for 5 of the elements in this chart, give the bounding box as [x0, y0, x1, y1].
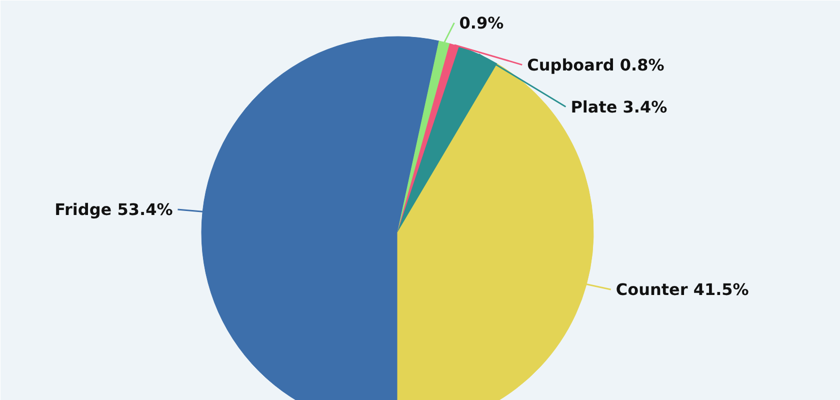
data-label: 0.9% [459, 13, 504, 32]
slice-label: Cupboard 0.8% [527, 55, 664, 74]
slice-label: Counter 41.5% [616, 280, 749, 299]
slice-label: Fridge 53.4% [54, 200, 173, 219]
slice-label: Plate 3.4% [570, 97, 668, 116]
